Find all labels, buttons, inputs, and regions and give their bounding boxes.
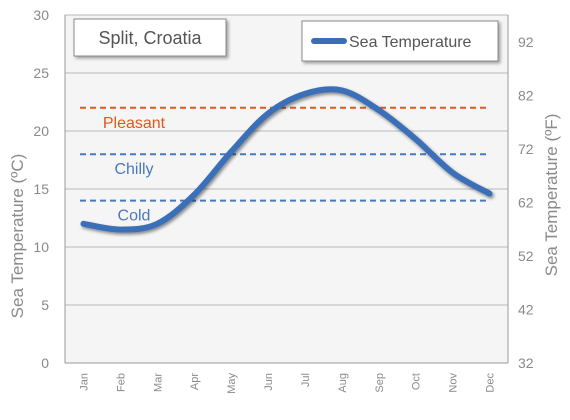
series-line [80, 86, 493, 233]
left-tick-label: 15 [33, 181, 49, 197]
x-tick-label: Dec [485, 373, 497, 393]
x-tick-label: Aug [337, 373, 349, 393]
x-tick-label: Nov [448, 373, 460, 393]
right-tick-label: 52 [518, 248, 534, 264]
right-tick-label: 32 [518, 355, 534, 371]
x-tick-label: Feb [115, 373, 127, 392]
reference-line-label: Chilly [114, 161, 153, 178]
legend-label: Sea Temperature [349, 34, 472, 51]
x-tick-label: Mar [152, 373, 164, 392]
reference-line-label: Cold [118, 208, 151, 225]
x-tick-label: Sep [374, 373, 386, 393]
left-tick-label: 25 [33, 65, 49, 81]
x-tick-label: Apr [189, 373, 201, 390]
x-tick-label: Jun [263, 373, 275, 391]
reference-lines: Pleasant Chilly Cold [80, 106, 488, 225]
right-tick-label: 72 [518, 141, 534, 157]
right-y-axis: 32 42 52 62 72 82 92 [507, 15, 534, 371]
right-tick-label: 92 [518, 34, 534, 50]
x-tick-label: May [226, 373, 238, 394]
left-tick-label: 10 [33, 239, 49, 255]
x-axis: Jan Feb Mar Apr May Jun Jul Aug Sep Oct Nov Dec [65, 362, 508, 394]
x-tick-label: Oct [411, 373, 423, 390]
right-tick-label: 42 [518, 301, 534, 317]
left-y-axis: 0 5 10 15 20 25 30 [33, 7, 66, 371]
left-tick-label: 0 [41, 355, 49, 371]
chart-title: Split, Croatia [98, 28, 202, 48]
right-axis-title: Sea Temperature (ºF) [542, 114, 561, 277]
x-tick-label: Jan [78, 373, 90, 391]
left-tick-label: 30 [33, 7, 49, 23]
series-lines [80, 86, 493, 233]
left-tick-label: 5 [41, 297, 49, 313]
right-tick-label: 62 [518, 194, 534, 210]
reference-line-label: Pleasant [103, 115, 166, 132]
title-box: Split, Croatia [73, 18, 227, 57]
left-axis-title: Sea Temperature (ºC) [8, 154, 27, 319]
x-tick-label: Jul [300, 373, 312, 387]
right-tick-label: 82 [518, 87, 534, 103]
left-tick-label: 20 [33, 123, 49, 139]
legend: Sea Temperature [301, 20, 499, 62]
